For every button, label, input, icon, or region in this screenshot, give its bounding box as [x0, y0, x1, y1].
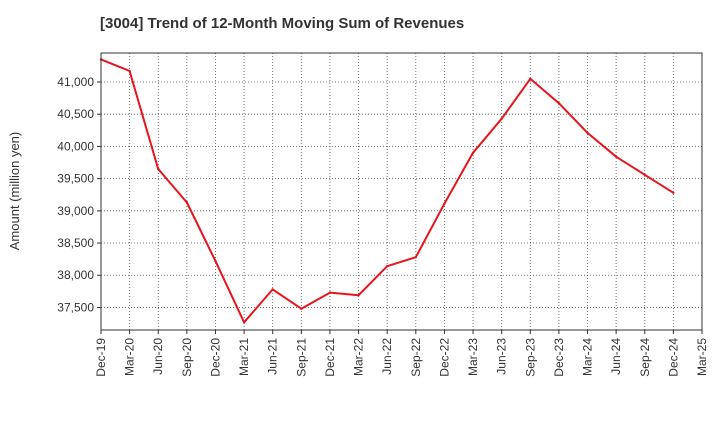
x-tick-label: Dec-19: [94, 338, 108, 377]
data-point: [328, 291, 332, 294]
y-tick-label: 38,000: [57, 268, 94, 282]
x-tick-label: Jun-24: [609, 338, 623, 375]
x-tick-label: Dec-20: [208, 338, 222, 377]
data-point: [643, 173, 646, 176]
x-tick-label: Mar-23: [466, 338, 480, 376]
axis-layer: Dec-19 Mar-20 Jun-20 Sep-20 Dec-20 Mar-21 Jun-…: [57, 75, 709, 377]
x-tick-label: Dec-23: [552, 338, 566, 377]
y-tick-label: 39,500: [57, 172, 94, 186]
data-point: [157, 167, 160, 171]
y-tick-label: 38,500: [57, 236, 94, 250]
data-point: [672, 191, 675, 194]
data-point: [242, 321, 246, 324]
x-tick-label: Mar-20: [123, 338, 137, 376]
data-point: [385, 265, 389, 268]
data-point: [586, 131, 589, 135]
data-point: [185, 201, 189, 204]
data-point: [557, 102, 561, 105]
y-tick-label: 39,000: [57, 204, 94, 218]
x-tick-label: Mar-24: [581, 338, 595, 376]
y-tick-label: 41,000: [57, 75, 94, 89]
data-point: [414, 256, 418, 259]
x-tick-label: Dec-24: [666, 338, 680, 377]
data-point: [529, 77, 532, 80]
chart-title: [3004] Trend of 12-Month Moving Sum of R…: [100, 15, 465, 32]
x-tick-label: Sep-20: [180, 338, 194, 377]
data-point: [471, 151, 475, 155]
data-point: [271, 288, 274, 291]
data-point: [214, 259, 217, 263]
grid-layer: [101, 53, 702, 330]
data-point: [357, 294, 360, 297]
x-tick-label: Jun-21: [266, 338, 280, 375]
data-point: [443, 202, 446, 205]
data-point: [128, 69, 131, 73]
x-tick-label: Sep-21: [294, 338, 308, 377]
series-layer: [99, 58, 675, 324]
x-tick-label: Dec-22: [437, 338, 451, 377]
y-tick-label: 40,500: [57, 107, 94, 121]
y-axis-label: Amount (million yen): [7, 132, 22, 251]
x-tick-label: Sep-22: [409, 338, 423, 377]
data-point: [614, 155, 618, 158]
x-tick-label: Jun-23: [495, 338, 509, 375]
x-tick-label: Dec-21: [323, 338, 337, 377]
y-tick-label: 37,500: [57, 300, 94, 314]
x-tick-label: Mar-21: [237, 338, 251, 376]
x-tick-label: Jun-22: [380, 338, 394, 375]
x-tick-label: Sep-23: [523, 338, 537, 377]
y-tick-label: 40,000: [57, 139, 94, 153]
data-point: [500, 117, 503, 120]
x-tick-label: Mar-25: [695, 338, 709, 376]
x-tick-label: Sep-24: [638, 338, 652, 377]
plot-frame: [100, 52, 703, 331]
x-tick-label: Mar-22: [352, 338, 366, 376]
x-tick-label: Jun-20: [151, 338, 165, 375]
data-point: [300, 307, 303, 310]
